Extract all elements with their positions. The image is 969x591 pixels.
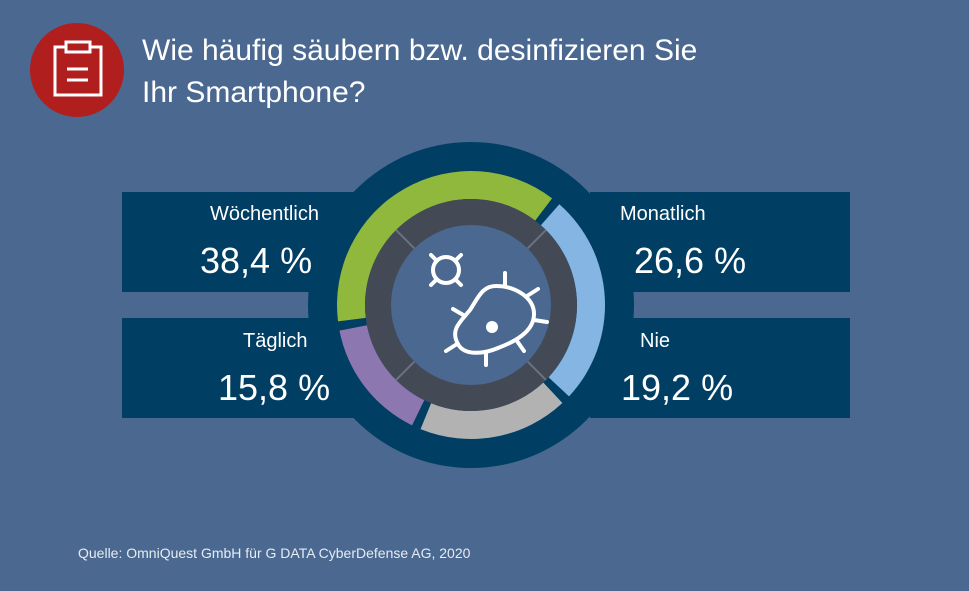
label-taeglich: Täglich xyxy=(243,330,308,352)
slice-monatlich xyxy=(540,204,605,397)
bacteria-icon xyxy=(429,253,549,367)
ring-tick xyxy=(395,229,416,250)
page-title: Wie häufig säubern bzw. desinfizieren Si… xyxy=(142,30,782,114)
ring-tick xyxy=(526,360,547,381)
title-line-2: Ihr Smartphone? xyxy=(142,76,366,109)
ring-tick xyxy=(395,360,416,381)
slice-woechentlich xyxy=(337,171,553,322)
value-monatlich: 26,6 % xyxy=(634,240,747,281)
source-note: Quelle: OmniQuest GmbH für G DATA CyberD… xyxy=(78,545,471,561)
value-taeglich: 15,8 % xyxy=(218,367,331,408)
clipboard-icon xyxy=(53,40,103,97)
value-woechentlich: 38,4 % xyxy=(200,240,313,281)
slice-taeglich xyxy=(339,325,425,426)
label-nie: Nie xyxy=(640,330,671,352)
title-line-1: Wie häufig säubern bzw. desinfizieren Si… xyxy=(142,34,698,67)
label-woechentlich: Wöchentlich xyxy=(210,203,319,225)
panel-monatlich xyxy=(590,192,850,292)
title-badge xyxy=(30,23,124,117)
ring-tick xyxy=(526,229,547,250)
value-nie: 19,2 % xyxy=(621,367,734,408)
slice-nie xyxy=(420,382,563,439)
label-monatlich: Monatlich xyxy=(620,203,706,225)
panel-nie xyxy=(590,318,850,418)
